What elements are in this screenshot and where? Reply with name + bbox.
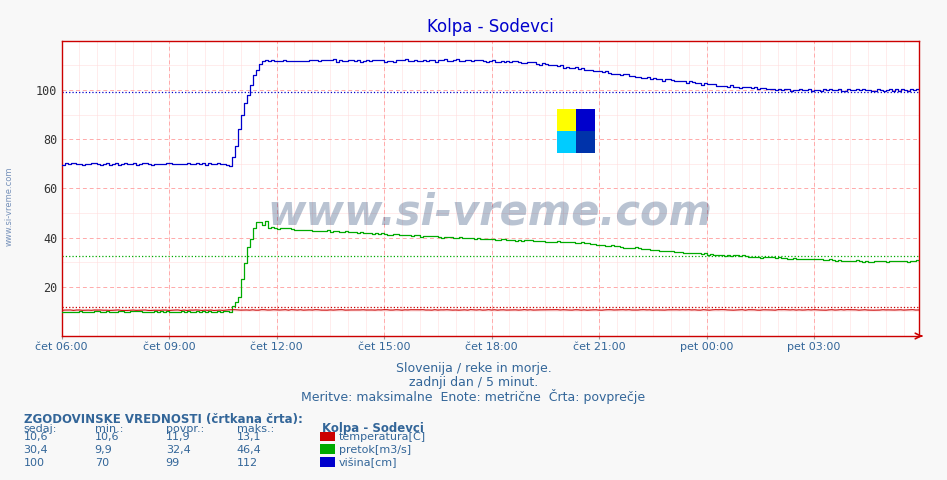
Text: Kolpa - Sodevci: Kolpa - Sodevci [322, 422, 424, 435]
Text: Slovenija / reke in morje.: Slovenija / reke in morje. [396, 362, 551, 375]
Bar [557, 131, 576, 153]
Text: povpr.:: povpr.: [166, 424, 204, 434]
Text: 13,1: 13,1 [237, 432, 261, 442]
Text: 100: 100 [24, 457, 45, 468]
Text: 70: 70 [95, 457, 109, 468]
Text: sedaj:: sedaj: [24, 424, 57, 434]
Text: ZGODOVINSKE VREDNOSTI (črtkana črta):: ZGODOVINSKE VREDNOSTI (črtkana črta): [24, 413, 302, 426]
Text: maks.:: maks.: [237, 424, 274, 434]
Bar [576, 131, 595, 153]
Text: višina[cm]: višina[cm] [339, 457, 398, 468]
Text: 99: 99 [166, 457, 180, 468]
Text: 32,4: 32,4 [166, 444, 190, 455]
Bar [576, 108, 595, 131]
Bar [557, 108, 576, 131]
Text: pretok[m3/s]: pretok[m3/s] [339, 444, 411, 455]
Text: 112: 112 [237, 457, 258, 468]
Text: www.si-vreme.com: www.si-vreme.com [268, 191, 712, 233]
Text: 10,6: 10,6 [24, 432, 48, 442]
Text: temperatura[C]: temperatura[C] [339, 432, 426, 442]
Text: www.si-vreme.com: www.si-vreme.com [5, 167, 14, 246]
Text: 10,6: 10,6 [95, 432, 119, 442]
Text: 30,4: 30,4 [24, 444, 48, 455]
Text: 11,9: 11,9 [166, 432, 190, 442]
Text: 9,9: 9,9 [95, 444, 113, 455]
Text: zadnji dan / 5 minut.: zadnji dan / 5 minut. [409, 376, 538, 389]
Title: Kolpa - Sodevci: Kolpa - Sodevci [427, 18, 553, 36]
Text: min.:: min.: [95, 424, 123, 434]
Text: 46,4: 46,4 [237, 444, 261, 455]
Text: Meritve: maksimalne  Enote: metrične  Črta: povprečje: Meritve: maksimalne Enote: metrične Črta… [301, 389, 646, 404]
